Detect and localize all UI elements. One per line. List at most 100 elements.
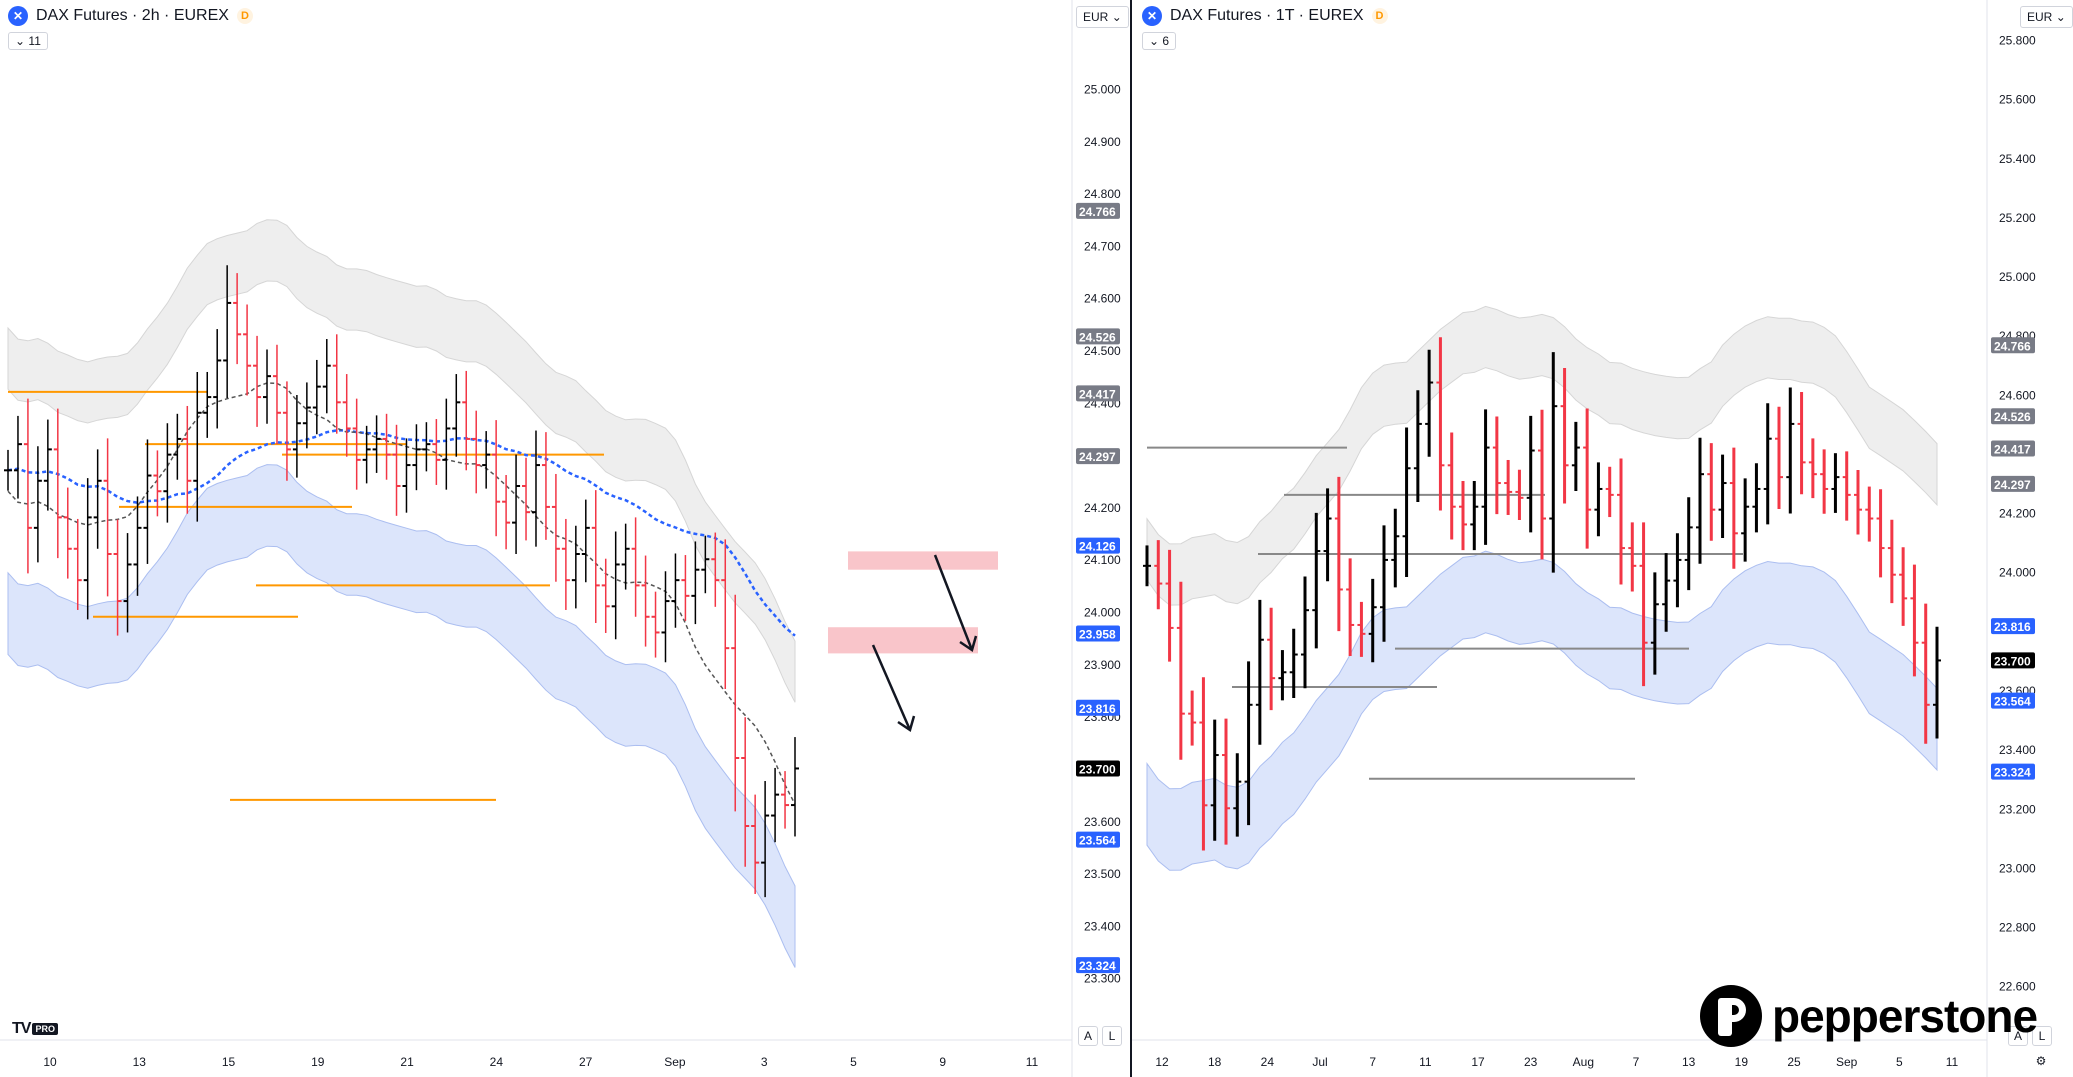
price-tag (1076, 625, 1120, 642)
x-tick-label: 25 (1787, 1055, 1801, 1069)
y-tick-label: 24.800 (1084, 187, 1121, 201)
pepperstone-logo: pepperstone (1700, 985, 2038, 1047)
price-tag (1076, 699, 1120, 716)
down-arrow-icon (933, 554, 974, 651)
price-tag (1076, 957, 1120, 974)
y-tick-label: 23.900 (1084, 658, 1121, 672)
price-tag (1991, 618, 2035, 635)
price-tag-label: 24.766 (1994, 339, 2031, 353)
x-tick-label: Sep (1836, 1055, 1858, 1069)
lower-band (7, 464, 796, 968)
indicator-count: 6 (1162, 34, 1170, 48)
left-chart-title[interactable]: DAX Futures · 2h · EUREX (36, 7, 229, 24)
indicator-toggle[interactable]: ⌄ 6 (1142, 32, 1177, 50)
price-tag-label: 23.564 (1994, 695, 2031, 709)
y-tick-label: 24.100 (1084, 553, 1121, 567)
x-tick-label: 27 (579, 1055, 593, 1069)
auto-scale-button[interactable]: A (2008, 1026, 2028, 1046)
price-tag-label: 24.526 (1994, 410, 2031, 424)
price-tag (1991, 337, 2035, 354)
symbol-icon[interactable]: ✕ (1142, 6, 1162, 26)
symbol-icon[interactable]: ✕ (8, 6, 28, 26)
y-tick-label: 24.600 (1999, 388, 2036, 402)
price-tag-label: 23.816 (1079, 702, 1116, 716)
price-tag (1076, 202, 1120, 219)
y-tick-label: 23.500 (1084, 867, 1121, 881)
price-tag-label: 24.297 (1079, 450, 1116, 464)
currency-select[interactable]: EUR ⌄ (2020, 6, 2073, 28)
price-tag-label: 23.324 (1994, 766, 2031, 780)
x-tick-label: Sep (664, 1055, 686, 1069)
indicator-toggle[interactable]: ⌄ 11 (8, 32, 48, 50)
price-tag (1991, 408, 2035, 425)
chevron-down-icon: ⌄ (1111, 10, 1122, 24)
price-tag (1076, 328, 1120, 345)
x-tick-label: 10 (43, 1055, 57, 1069)
x-tick-label: 11 (1419, 1055, 1432, 1069)
x-tick-label: 7 (1369, 1055, 1376, 1069)
x-tick-label: 13 (133, 1055, 147, 1069)
x-tick-label: Aug (1573, 1055, 1594, 1069)
price-tag-label: 23.958 (1079, 628, 1116, 642)
y-tick-label: 22.600 (1999, 980, 2036, 994)
auto-scale-button[interactable]: A (1078, 1026, 1098, 1046)
price-tag-label: 23.700 (1994, 654, 2031, 668)
price-tag (1076, 448, 1120, 465)
ema-line (7, 429, 796, 637)
supply-zone (848, 551, 998, 570)
exchange-badge-icon: D (236, 8, 253, 24)
x-tick-label: 19 (1735, 1055, 1749, 1069)
left-chart-svg[interactable]: 23.30023.40023.50023.60023.80023.90024.0… (0, 0, 1130, 1077)
x-tick-label: 19 (311, 1055, 325, 1069)
price-tag-label: 23.564 (1079, 834, 1116, 848)
y-tick-label: 24.200 (1084, 501, 1121, 515)
left-chart-pane[interactable]: 23.300 23.400 23.500 23.600 23.800 23.900 24.0… (0, 0, 1130, 1077)
price-tag (1076, 537, 1120, 554)
x-tick-label: 24 (490, 1055, 504, 1069)
indicator-count: 11 (28, 34, 41, 48)
x-tick-label: 5 (1896, 1055, 1903, 1069)
price-tag-label: 24.766 (1079, 205, 1116, 219)
arrow-head (959, 635, 978, 652)
pepperstone-wordmark: pepperstone (1772, 990, 2038, 1042)
right-chart-title[interactable]: DAX Futures · 1T · EUREX (1170, 7, 1364, 24)
price-tag-label: 24.417 (1994, 442, 2031, 456)
y-tick-label: 23.600 (1084, 815, 1121, 829)
y-tick-label: 25.200 (1999, 211, 2036, 225)
log-scale-button[interactable]: L (2032, 1026, 2052, 1046)
settings-gear-icon[interactable]: ⚙ (2032, 1052, 2050, 1070)
price-tag-label: 23.816 (1994, 620, 2031, 634)
x-tick-label: 23 (1524, 1055, 1538, 1069)
x-tick-label: 5 (850, 1055, 857, 1069)
y-tick-label: 23.000 (1999, 861, 2036, 875)
log-scale-button[interactable]: L (1102, 1026, 1122, 1046)
right-chart-header: ✕ DAX Futures · 1T · EUREX D (1142, 6, 1388, 26)
tradingview-logo[interactable]: TV PRO (12, 1020, 58, 1038)
y-tick-label: 24.500 (1084, 344, 1121, 358)
price-tag-label: 24.526 (1079, 330, 1116, 344)
down-arrow-icon (871, 644, 912, 731)
right-chart-pane[interactable]: 22.600 22.800 23.000 23.200 23.400 23.600 24.0… (1130, 0, 2073, 1077)
y-tick-label: 24.000 (1084, 606, 1121, 620)
y-tick-label: 23.400 (1084, 919, 1121, 933)
price-tag (1991, 652, 2035, 669)
right-chart-svg[interactable]: 22.60022.80023.00023.20023.40023.60024.0… (1132, 0, 2073, 1077)
y-tick-label: 22.800 (1999, 921, 2036, 935)
currency-select[interactable]: EUR ⌄ (1076, 6, 1129, 28)
y-tick-label: 23.200 (1999, 802, 2036, 816)
currency-label: EUR (2027, 10, 2053, 24)
y-tick-label: 24.000 (1999, 566, 2036, 580)
price-tag (1076, 385, 1120, 402)
price-tag-label: 23.700 (1079, 762, 1116, 776)
x-tick-label: 21 (400, 1055, 414, 1069)
chevron-down-icon: ⌄ (2055, 10, 2066, 24)
price-tag-label: 24.297 (1994, 478, 2031, 492)
x-tick-label: Jul (1312, 1055, 1327, 1069)
x-tick-label: 13 (1682, 1055, 1696, 1069)
price-tag (1991, 763, 2035, 780)
pepperstone-mark-icon (1700, 985, 1762, 1047)
x-tick-label: 18 (1208, 1055, 1222, 1069)
x-tick-label: 24 (1261, 1055, 1275, 1069)
y-tick-label: 25.800 (1999, 34, 2036, 48)
price-tag-label: 23.324 (1079, 959, 1116, 973)
